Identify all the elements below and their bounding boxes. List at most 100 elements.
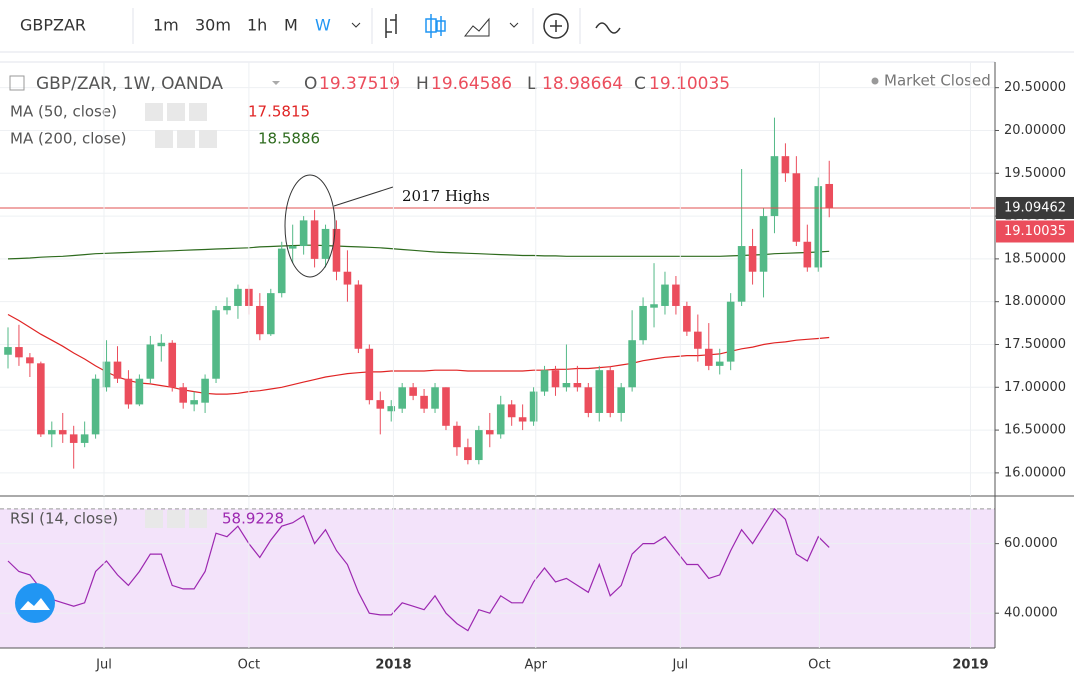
candle-body bbox=[420, 395, 428, 409]
candles-icon[interactable] bbox=[425, 14, 446, 38]
candle-body bbox=[606, 370, 615, 413]
last-price-bg bbox=[996, 220, 1074, 243]
candle-body bbox=[146, 344, 155, 379]
candle-body bbox=[704, 348, 713, 366]
remove-button[interactable] bbox=[199, 130, 217, 148]
y-tick-label: 20.50000 bbox=[1004, 80, 1066, 95]
eye-button[interactable] bbox=[155, 130, 173, 148]
candle-body bbox=[475, 430, 483, 461]
candle-body bbox=[694, 331, 702, 349]
candle-body bbox=[365, 348, 374, 401]
interval-button[interactable]: M bbox=[284, 16, 298, 35]
x-tick-label: Jul bbox=[671, 658, 688, 673]
remove-button[interactable] bbox=[189, 103, 207, 121]
candle-body bbox=[661, 284, 669, 306]
ohlc-key: C bbox=[634, 74, 646, 94]
candle-body bbox=[37, 363, 45, 435]
ohlc-value: 19.10035 bbox=[649, 74, 730, 94]
candle-body bbox=[453, 425, 461, 448]
add-indicator-icon[interactable] bbox=[550, 20, 562, 32]
ohlc-value: 19.64586 bbox=[431, 74, 512, 94]
candle-body bbox=[748, 246, 757, 272]
area-icon[interactable] bbox=[463, 17, 490, 37]
settings-button[interactable] bbox=[167, 510, 185, 528]
compare-icon[interactable] bbox=[595, 22, 621, 34]
candle-body bbox=[726, 301, 735, 362]
logo-button[interactable] bbox=[15, 583, 55, 623]
candle-body bbox=[4, 347, 12, 355]
candle-body bbox=[825, 183, 834, 208]
candle-body bbox=[464, 447, 472, 461]
y-tick-label: 17.00000 bbox=[1004, 380, 1066, 395]
annotation: 2017 Highs bbox=[402, 187, 490, 205]
candle-body bbox=[376, 400, 385, 409]
moving-average bbox=[7, 313, 830, 395]
candle-body bbox=[266, 293, 275, 335]
interval-button[interactable]: 30m bbox=[195, 16, 231, 35]
candle-body bbox=[299, 220, 308, 247]
eye-button[interactable] bbox=[145, 510, 163, 528]
candle-body bbox=[617, 387, 625, 413]
candle-body bbox=[507, 404, 516, 418]
rsi-legend: RSI (14, close) bbox=[10, 510, 118, 528]
toolbar bbox=[0, 0, 1074, 52]
candle-body bbox=[529, 391, 538, 422]
candle-body bbox=[157, 342, 166, 347]
x-tick-label: Oct bbox=[808, 658, 830, 673]
symbol[interactable]: GBPZAR bbox=[20, 16, 86, 35]
dropdown-icon[interactable] bbox=[351, 22, 361, 28]
candle-body bbox=[168, 342, 177, 388]
ohlc-key: O bbox=[304, 74, 317, 94]
collapse-icon[interactable] bbox=[9, 75, 25, 91]
candle-body bbox=[15, 347, 23, 358]
settings-button[interactable] bbox=[167, 103, 185, 121]
highs-ellipse bbox=[284, 174, 336, 278]
candle-body bbox=[135, 378, 144, 405]
interval-button[interactable]: 1h bbox=[247, 16, 267, 35]
settings-button[interactable] bbox=[177, 130, 195, 148]
x-tick-label: Jul bbox=[95, 658, 112, 673]
ma50-legend: MA (50, close) bbox=[10, 103, 117, 121]
x-tick-label: 2018 bbox=[375, 658, 411, 673]
remove-button[interactable] bbox=[189, 510, 207, 528]
annotation-line bbox=[333, 186, 394, 207]
candle-body bbox=[628, 340, 636, 388]
candle-body bbox=[277, 248, 286, 294]
candle-body bbox=[80, 434, 89, 443]
candle-body bbox=[781, 156, 790, 174]
candle-body bbox=[814, 186, 823, 268]
y-tick-label: 16.50000 bbox=[1004, 423, 1066, 438]
ohlc-key: H bbox=[416, 74, 429, 94]
candle-body bbox=[201, 378, 209, 403]
candle-body bbox=[672, 284, 680, 306]
add-indicator-icon[interactable] bbox=[543, 13, 569, 39]
y-tick-label: 18.50000 bbox=[1004, 251, 1066, 266]
dropdown-icon[interactable] bbox=[509, 22, 519, 28]
candle-body bbox=[759, 216, 768, 272]
candle-body bbox=[683, 305, 691, 332]
market-status: Market Closed bbox=[884, 72, 991, 90]
candle-body bbox=[387, 406, 396, 412]
bars-icon[interactable] bbox=[385, 14, 397, 38]
candle-body bbox=[496, 404, 505, 435]
ohlc-value: 19.37519 bbox=[319, 74, 400, 94]
candle-body bbox=[124, 378, 133, 405]
candle-body bbox=[113, 361, 122, 379]
candle-body bbox=[398, 387, 406, 409]
candle-body bbox=[442, 387, 450, 426]
eye-button[interactable] bbox=[145, 103, 163, 121]
y-tick-label: 18.00000 bbox=[1004, 294, 1066, 309]
rsi-value: 58.9228 bbox=[222, 510, 284, 528]
interval-button[interactable]: 1m bbox=[153, 16, 179, 35]
candle-body bbox=[179, 387, 187, 403]
candle-body bbox=[354, 284, 363, 349]
last-price-label: 19.10035 bbox=[1004, 224, 1066, 239]
dropdown-icon[interactable] bbox=[272, 81, 280, 85]
interval-button[interactable]: W bbox=[315, 16, 331, 35]
price-label-bg bbox=[996, 196, 1074, 219]
candle-body bbox=[212, 310, 220, 379]
x-tick-label: Oct bbox=[238, 658, 260, 673]
candle-body bbox=[26, 357, 34, 364]
